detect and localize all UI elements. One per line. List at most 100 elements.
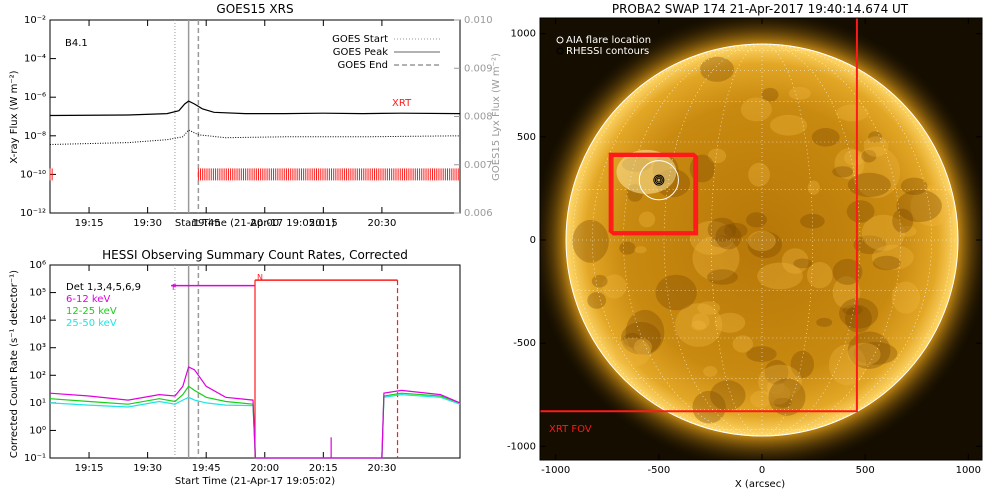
goes-ytick-label: 10⁻¹² (20, 208, 46, 219)
rhessi-contour (654, 176, 663, 185)
rhessi-contour (656, 177, 662, 183)
hessi-xtick-label: 19:45 (192, 463, 221, 474)
goes-ytick-right-label: 0.010 (464, 15, 493, 26)
sun-texture-blob (750, 390, 772, 408)
sun-texture-blob (847, 331, 891, 369)
swap-xtick-label: -1000 (541, 465, 570, 476)
goes-ytick-right-label: 0.008 (464, 112, 493, 123)
goes-y-axis: 10⁻² 10⁻⁴ 10⁻⁶ 10⁻⁸ 10⁻¹⁰ 10⁻¹² (20, 15, 56, 219)
goes-xtick-label: 19:45 (192, 218, 221, 229)
sun-texture-blob (638, 211, 656, 228)
goes-ytick-label: 10⁻⁸ (24, 131, 46, 142)
swap-panel: PROBA2 SWAP 174 21-Apr-2017 19:40:14.674… (507, 2, 983, 490)
goes-plot-frame (49, 19, 461, 214)
sun-texture-blob (853, 342, 898, 365)
goes-xtick-label: 20:15 (309, 218, 338, 229)
sun-texture-blob (844, 304, 872, 333)
sun-texture-blob (692, 390, 726, 424)
sun-texture-blob (861, 149, 877, 163)
swap-legend: AIA flare location RHESSI contours (556, 35, 651, 57)
sun-texture-blob (691, 320, 706, 331)
swap-ytick-label: 1000 (511, 29, 536, 40)
swap-xtick-label: 500 (856, 465, 875, 476)
hessi-xtick-label: 19:30 (133, 463, 162, 474)
hessi-marks (49, 265, 461, 459)
sun-texture-blob (691, 313, 710, 330)
sun-texture-blob (710, 380, 746, 411)
hessi-flag-f: F (172, 283, 177, 292)
hessi-panel: HESSI Observing Summary Count Rates, Cor… (9, 248, 461, 487)
sun-texture-blob (852, 146, 901, 198)
hessi-xlabel: Start Time (21-Apr-17 19:05:02) (175, 476, 335, 487)
sun-texture-blob (868, 131, 882, 143)
hessi-ytick-label: 10⁵ (29, 288, 46, 299)
sun-texture-blob (758, 364, 802, 399)
sun-texture-blob (614, 337, 651, 367)
legend-6-12: 6-12 keV (66, 294, 110, 305)
goes-ytick-label: 10⁻² (24, 15, 46, 26)
swap-xlabel: X (arcsec) (735, 479, 785, 490)
hessi-x-axis: 19:15 19:30 19:45 20:00 20:15 20:30 (75, 265, 396, 474)
swap-ytick-label: 0 (530, 235, 536, 246)
xrt-pointing-box (608, 152, 695, 233)
swap-xtick-label: -500 (647, 465, 670, 476)
sun-texture-blob (625, 309, 665, 355)
sun-texture-blob (572, 219, 609, 263)
sun-texture-blob (790, 350, 814, 379)
legend-12-25: 12-25 keV (66, 306, 117, 317)
sun-texture-blob (723, 222, 748, 239)
xrt-pointing-box (611, 154, 697, 235)
goes-ytick-label: 10⁻¹⁰ (20, 169, 46, 180)
sun-texture-blob (732, 335, 753, 353)
xrt-fov-label: XRT FOV (549, 424, 592, 435)
sun-texture-blob (740, 97, 772, 122)
hessi-ytick-label: 10³ (29, 343, 46, 354)
aia-flare-circle (638, 160, 679, 201)
legend-goes-start: GOES Start (332, 34, 388, 45)
goes-ylabel-right: GOES15 Lyx Flux (W m⁻²) (491, 53, 502, 181)
sun-texture-blob (872, 255, 901, 271)
hessi-series-12-25 keV (49, 385, 461, 459)
legend-aia: AIA flare location (566, 35, 651, 46)
hessi-title: HESSI Observing Summary Count Rates, Cor… (102, 248, 408, 262)
goes-ytick-right-label: 0.009 (464, 63, 493, 74)
sun-texture-blob (781, 248, 809, 274)
goes-panel: GOES15 XRS 10⁻² 10⁻⁴ 10⁻⁶ 10⁻⁸ 10⁻¹⁰ 10⁻¹² 0.… (9, 2, 502, 229)
swap-ytick-label: -500 (513, 338, 536, 349)
swap-ytick-label: -1000 (507, 441, 536, 452)
lat-lon-grid (566, 43, 958, 437)
goes-title: GOES15 XRS (216, 2, 293, 16)
sun-texture-blob (836, 104, 869, 122)
sun-texture-blob (807, 180, 820, 195)
xrt-pointing-box (612, 155, 699, 236)
sun-texture-blob (633, 338, 653, 356)
legend-aia-symbol (556, 36, 564, 44)
goes-y-axis-right: 0.010 0.009 0.008 0.007 0.006 (454, 15, 493, 219)
longitude-line (663, 43, 763, 437)
sun-texture-blob (675, 303, 723, 347)
sun-texture-blob (746, 212, 767, 228)
sun-texture-blob (707, 217, 737, 242)
hessi-ytick-label: 10² (29, 370, 46, 381)
sun-texture-blob (861, 214, 906, 251)
sun-texture-blob (587, 292, 607, 309)
sun-texture-blob (748, 162, 770, 187)
sun-texture-blob (863, 136, 889, 157)
sun-texture-blob (623, 332, 642, 348)
sun-texture-blob (715, 224, 742, 250)
sun-texture-blob (770, 114, 808, 136)
sun-texture-blob (844, 149, 865, 166)
sun-texture-blob (700, 56, 734, 82)
hessi-ytick-label: 10⁴ (29, 315, 46, 326)
sun-texture-blob (710, 235, 732, 248)
hessi-flag-n: N (257, 273, 263, 282)
sun-texture-blob (747, 231, 782, 259)
hessi-series-25-50 keV (49, 393, 461, 459)
hessi-xtick-label: 19:15 (75, 463, 104, 474)
sun-texture-blob (764, 359, 789, 385)
hessi-xtick-label: 20:15 (309, 463, 338, 474)
sun-texture-blob (871, 244, 914, 270)
sun-texture-blob (757, 262, 803, 290)
legend-25-50: 25-50 keV (66, 318, 117, 329)
